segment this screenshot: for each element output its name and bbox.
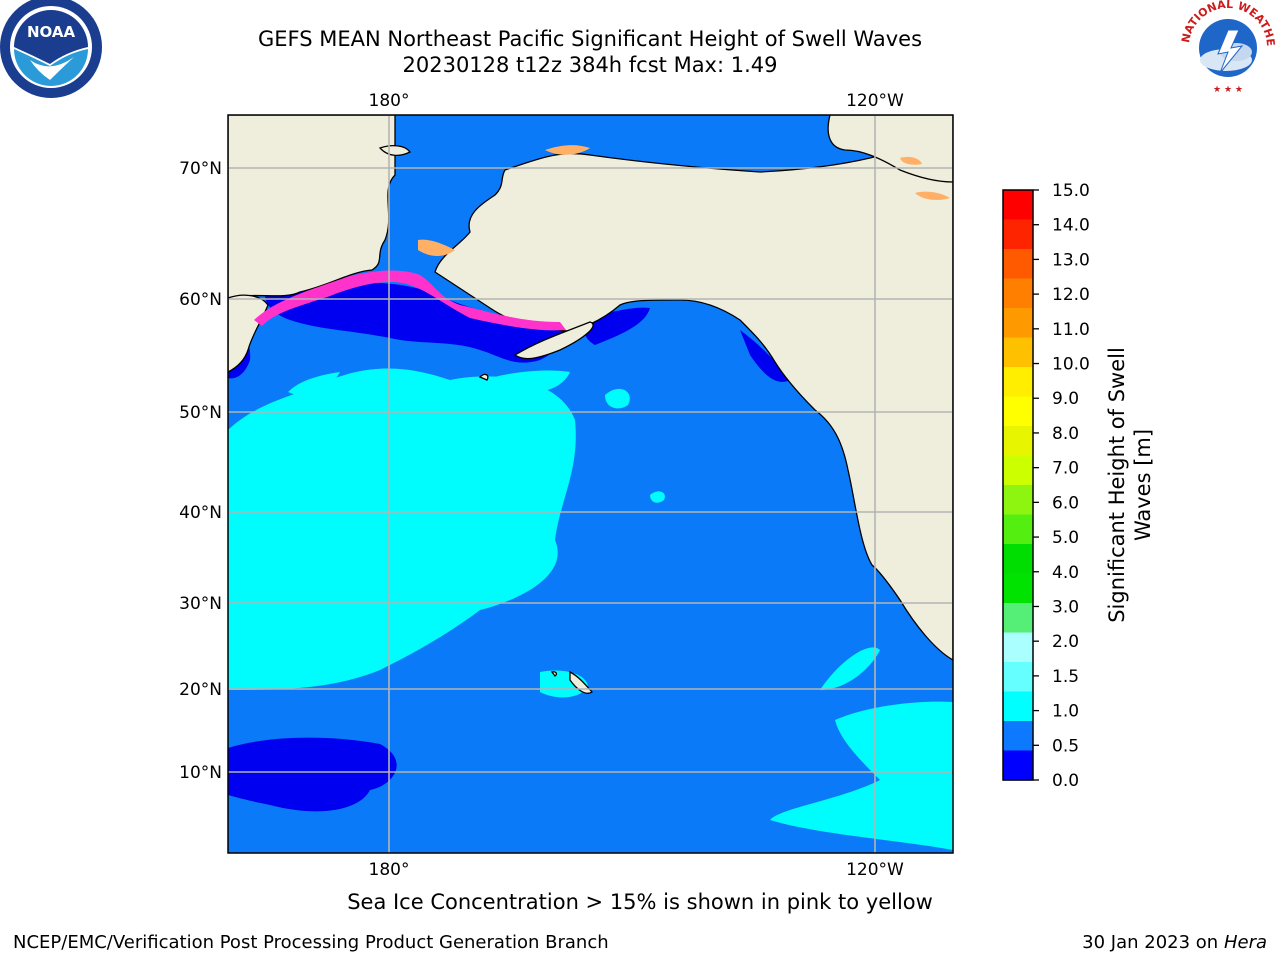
map-axis-labels: 70°N 60°N 50°N 40°N 30°N 20°N 10°N 180° 180° 120°… (179, 91, 904, 880)
footer-host: Hera (1223, 932, 1267, 953)
colorbar-tick-label: 15.0 (1052, 181, 1090, 201)
colorbar-swatch (1003, 573, 1033, 604)
colorbar-swatch (1003, 190, 1033, 221)
colorbar-swatch (1003, 544, 1033, 575)
colorbar-swatch (1003, 691, 1033, 722)
colorbar-label-line2: Waves [m] (1131, 429, 1155, 541)
colorbar-swatch (1003, 249, 1033, 280)
svg-text:★ ★ ★: ★ ★ ★ (1213, 85, 1243, 95)
sea-ice-caption: Sea Ice Concentration > 15% is shown in … (347, 890, 933, 914)
swell-1-1.5m-regions (228, 368, 953, 850)
colorbar-tick-label: 7.0 (1052, 459, 1079, 479)
colorbar-tick-label: 0.0 (1052, 771, 1079, 791)
colorbar-tick-label: 6.0 (1052, 493, 1079, 513)
lat-label: 20°N (179, 680, 222, 700)
lon-label-bottom: 120°W (846, 860, 904, 880)
lon-label-top: 180° (369, 91, 410, 111)
colorbar-tick-label: 1.5 (1052, 667, 1079, 687)
colorbar-swatch (1003, 750, 1033, 781)
colorbar-swatch (1003, 278, 1033, 309)
colorbar-swatch (1003, 219, 1033, 250)
colorbar-tick-label: 11.0 (1052, 320, 1090, 340)
colorbar-tick-label: 0.5 (1052, 736, 1079, 756)
lat-label: 70°N (179, 159, 222, 179)
colorbar-swatch (1003, 721, 1033, 752)
lon-label-bottom: 180° (369, 860, 410, 880)
colorbar-tick-label: 14.0 (1052, 216, 1090, 236)
nws-logo-text: NATIONAL WEATHER SERVICE (0, 0, 1277, 47)
colorbar-frame (1002, 189, 1034, 781)
map-area (228, 115, 953, 853)
swell-0-0.5m-regions (228, 282, 890, 812)
colorbar-tick-label: 1.0 (1052, 702, 1079, 722)
lon-label-top: 120°W (846, 91, 904, 111)
noaa-logo: NOAA (0, 0, 102, 98)
lat-label: 40°N (179, 503, 222, 523)
sea-ice-edge (254, 145, 950, 331)
colorbar-swatch (1003, 455, 1033, 486)
lat-label: 10°N (179, 763, 222, 783)
colorbar-swatch (1003, 337, 1033, 368)
map-frame (227, 114, 954, 854)
colorbar-swatch (1003, 485, 1033, 516)
colorbar-swatch (1003, 514, 1033, 545)
chart-title: GEFS MEAN Northeast Pacific Significant … (257, 27, 923, 51)
colorbar-swatch (1003, 426, 1033, 457)
lat-label: 30°N (179, 594, 222, 614)
chart-subtitle: 20230128 t12z 384h fcst Max: 1.49 (402, 53, 778, 77)
colorbar: 15.0 14.0 13.0 12.0 11.0 10.0 9.0 8.0 7.0 6.0 5.0 4… (1002, 181, 1090, 791)
colorbar-tick-label: 9.0 (1052, 389, 1079, 409)
colorbar-tick-label: 8.0 (1052, 424, 1079, 444)
land-masses (228, 115, 953, 694)
colorbar-tick-label: 12.0 (1052, 285, 1090, 305)
footer-date: 30 Jan 2023 on Hera (1082, 932, 1267, 953)
footer-date-text: 30 Jan 2023 on (1082, 932, 1224, 953)
colorbar-tick-label: 10.0 (1052, 355, 1090, 375)
colorbar-swatch (1003, 632, 1033, 663)
colorbar-swatch (1003, 367, 1033, 398)
colorbar-tick-label: 13.0 (1052, 250, 1090, 270)
colorbar-swatch (1003, 308, 1033, 339)
noaa-logo-text: NOAA (27, 23, 76, 41)
colorbar-swatch (1003, 603, 1033, 634)
colorbar-tick-label: 2.0 (1052, 632, 1079, 652)
map-gridlines (228, 115, 953, 853)
colorbar-swatch (1003, 662, 1033, 693)
footer-organization: NCEP/EMC/Verification Post Processing Pr… (13, 932, 609, 953)
colorbar-swatch (1003, 396, 1033, 427)
colorbar-label-line1: Significant Height of Swell (1105, 347, 1129, 623)
colorbar-tick-label: 4.0 (1052, 563, 1079, 583)
colorbar-tick-label: 5.0 (1052, 528, 1079, 548)
colorbar-tick-label: 3.0 (1052, 597, 1079, 617)
lat-label: 50°N (179, 403, 222, 423)
lat-label: 60°N (179, 290, 222, 310)
nws-logo: NATIONAL WEATHER SERVICE ★ ★ ★ (0, 0, 1277, 96)
